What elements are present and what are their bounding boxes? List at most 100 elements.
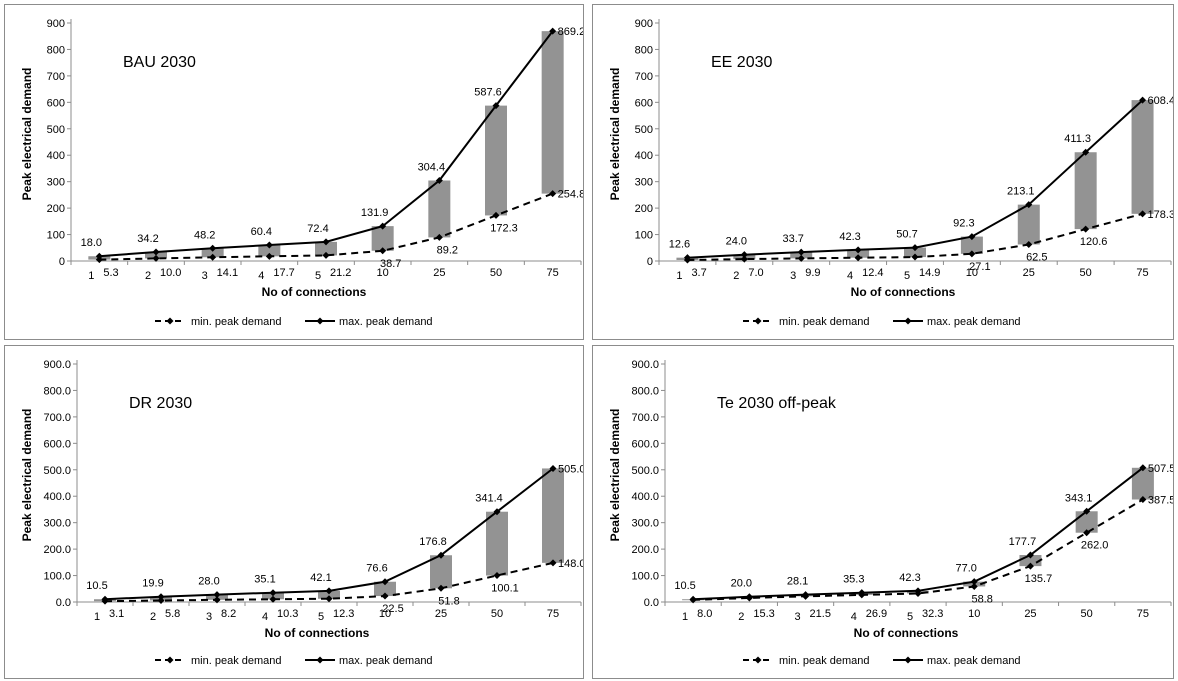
range-bar — [258, 245, 281, 257]
data-point-min — [1082, 225, 1090, 233]
y-tick-label: 400.0 — [43, 491, 71, 503]
data-label-max: 24.0 — [726, 236, 747, 248]
data-point-max — [437, 551, 445, 559]
x-tick-label: 2 — [150, 611, 156, 623]
x-tick-label: 75 — [1136, 267, 1148, 279]
data-point-min — [1026, 562, 1034, 570]
data-point-max — [797, 248, 805, 256]
chart-title: EE 2030 — [711, 54, 772, 71]
data-label-min: 12.3 — [333, 608, 354, 620]
x-tick-label: 50 — [1080, 267, 1092, 279]
data-point-min — [549, 559, 557, 567]
data-label-min: 51.8 — [438, 595, 459, 607]
data-point-max — [914, 587, 922, 595]
x-tick-label: 4 — [262, 611, 268, 623]
data-label-min: 38.7 — [380, 258, 401, 270]
legend-label-min: min. peak demand — [191, 655, 282, 667]
data-point-max — [492, 102, 500, 110]
range-bar — [485, 105, 507, 216]
data-label-max: 60.4 — [251, 226, 272, 238]
series-line-min-peak-demand — [104, 561, 554, 603]
data-label-max: 131.9 — [361, 207, 389, 219]
data-point-max — [322, 238, 330, 246]
x-tick-label: 4 — [258, 270, 264, 282]
data-label-max: 42.1 — [310, 572, 331, 584]
data-point-min — [381, 592, 389, 600]
series-line-min-peak-demand — [693, 498, 1144, 601]
legend-label-max: max. peak demand — [927, 316, 1021, 328]
x-tick-label: 5 — [315, 270, 321, 282]
range-bar — [486, 511, 508, 576]
data-point-min — [911, 253, 919, 261]
chart-title: Te 2030 off-peak — [717, 395, 837, 412]
x-tick-label: 75 — [547, 267, 559, 279]
data-label-min: 8.2 — [221, 608, 236, 620]
data-point-max — [802, 591, 810, 599]
x-tick-label: 5 — [318, 611, 324, 623]
data-label-min: 14.9 — [919, 267, 940, 279]
data-point-max — [1025, 201, 1033, 209]
data-label-min: 120.6 — [1080, 236, 1108, 248]
data-label-max: 411.3 — [1064, 133, 1091, 145]
x-tick-label: 50 — [1081, 608, 1093, 620]
x-tick-label: 10 — [966, 267, 978, 279]
data-point-max — [970, 578, 978, 586]
data-label-min: 17.7 — [273, 267, 294, 279]
data-point-min — [970, 582, 978, 590]
y-tick-label: 600 — [635, 97, 653, 109]
y-tick-label: 200 — [47, 203, 65, 215]
data-label-max: 50.7 — [896, 229, 917, 241]
y-tick-label: 200.0 — [631, 544, 659, 556]
data-label-max: 587.6 — [474, 87, 502, 99]
legend-marker-min — [754, 656, 762, 664]
data-point-max — [379, 222, 387, 230]
data-point-min — [854, 254, 862, 262]
data-label-max: 34.2 — [137, 233, 158, 245]
data-label-min: 7.0 — [748, 267, 763, 279]
x-tick-label: 3 — [202, 270, 208, 282]
data-label-min: 9.9 — [805, 267, 820, 279]
data-point-min — [269, 595, 277, 603]
y-tick-label: 400 — [47, 150, 65, 162]
range-bar — [315, 241, 337, 256]
range-bar — [1017, 204, 1040, 245]
data-point-max — [157, 593, 165, 601]
range-bar — [960, 236, 983, 254]
data-point-min — [1139, 210, 1147, 218]
data-label-min: 10.3 — [277, 608, 298, 620]
chart-panel-ee-2030: EE 2030 Peak electrical demand 0 100 200 300 4… — [592, 4, 1174, 340]
data-label-max: 304.4 — [418, 162, 446, 174]
data-label-max: 92.3 — [953, 218, 974, 230]
y-tick-label: 0 — [59, 256, 65, 268]
x-tick-label: 10 — [377, 267, 389, 279]
y-tick-label: 800 — [47, 44, 65, 56]
data-point-max — [1082, 148, 1090, 156]
chart-panel-te-2030-off-peak: Te 2030 off-peak Peak electrical demand 0.… — [592, 345, 1174, 679]
y-tick-label: 900.0 — [631, 359, 659, 371]
data-label-max: 28.1 — [787, 576, 808, 588]
data-label-min: 8.0 — [697, 608, 712, 620]
y-tick-label: 300.0 — [631, 518, 659, 530]
data-point-max — [745, 593, 753, 601]
x-tick-label: 25 — [1023, 267, 1035, 279]
data-label-max: 48.2 — [194, 229, 215, 241]
legend-label-max: max. peak demand — [339, 655, 433, 667]
y-tick-label: 700 — [47, 71, 65, 83]
y-tick-label: 900 — [635, 18, 653, 30]
x-tick-label: 10 — [379, 608, 391, 620]
y-tick-label: 900 — [47, 18, 65, 30]
data-label-max: 176.8 — [419, 536, 447, 548]
legend-marker-max — [316, 656, 324, 664]
data-label-max: 343.1 — [1065, 492, 1093, 504]
y-tick-label: 800.0 — [631, 385, 659, 397]
x-tick-label: 5 — [904, 270, 910, 282]
data-point-max — [689, 595, 697, 603]
x-tick-label: 1 — [94, 611, 100, 623]
data-point-min — [435, 233, 443, 241]
y-tick-label: 300.0 — [43, 518, 71, 530]
y-tick-label: 200.0 — [43, 544, 71, 556]
data-label-min: 135.7 — [1025, 573, 1053, 585]
data-label-max: 18.0 — [81, 237, 102, 249]
data-point-min — [157, 596, 165, 604]
data-label-max: 72.4 — [307, 223, 328, 235]
